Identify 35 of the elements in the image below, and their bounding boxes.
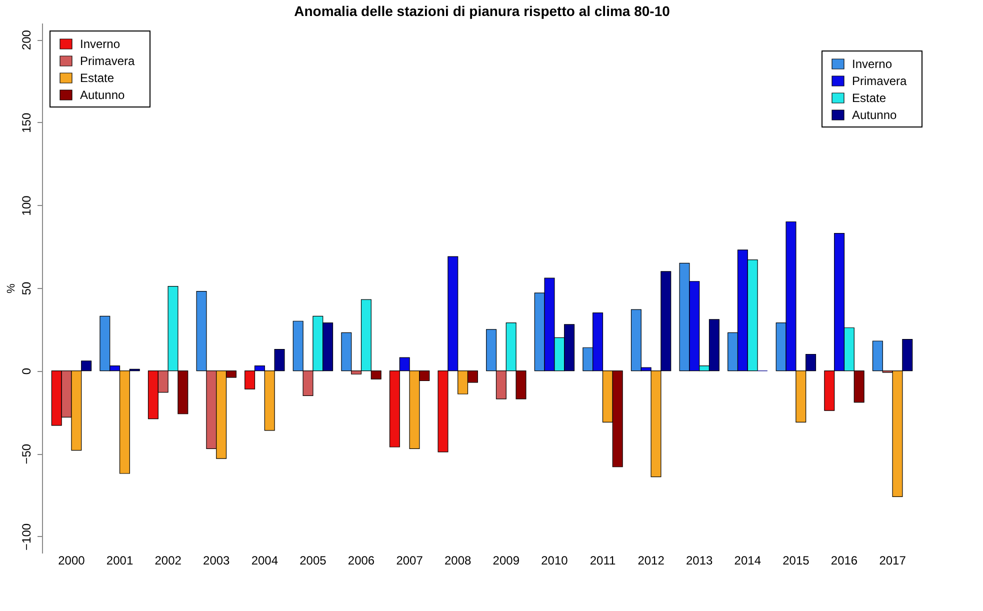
x-tick-label: 2004	[251, 554, 278, 568]
x-tick-label: 2005	[300, 554, 327, 568]
legend-label: Inverno	[80, 37, 120, 51]
y-tick-label: 0	[20, 368, 34, 375]
x-tick-label: 2003	[203, 554, 230, 568]
legend-label: Inverno	[852, 57, 892, 71]
y-tick-label: 50	[20, 282, 34, 296]
x-tick-label: 2010	[541, 554, 568, 568]
x-tick-label: 2012	[638, 554, 665, 568]
y-axis-title: %	[6, 283, 18, 294]
x-tick-label: 2013	[686, 554, 714, 568]
x-tick-label: 2011	[590, 554, 616, 568]
legend-label: Estate	[852, 91, 886, 105]
y-tick-label: 200	[20, 30, 34, 50]
legend-label: Autunno	[852, 108, 898, 122]
x-tick-label: 2014	[734, 554, 762, 568]
x-tick-label: 2006	[348, 554, 375, 568]
x-tick-label: 2017	[879, 554, 906, 568]
x-tick-label: 2001	[106, 554, 134, 568]
y-tick-label: −100	[20, 523, 34, 550]
y-tick-label: 100	[20, 195, 34, 216]
x-tick-label: 2002	[154, 554, 182, 568]
y-tick-label: −50	[20, 444, 34, 464]
legend-label: Primavera	[80, 54, 136, 68]
chart-title: Anomalia delle stazioni di pianura rispetto al clima 80-10	[294, 3, 670, 19]
y-tick-label: 150	[20, 112, 34, 133]
x-tick-label: 2007	[396, 554, 424, 568]
x-tick-label: 2015	[782, 554, 810, 568]
legend-label: Autunno	[80, 88, 126, 102]
legend-label: Primavera	[852, 74, 908, 88]
x-tick-label: 2008	[444, 554, 472, 568]
x-tick-label: 2009	[492, 554, 520, 568]
legend-label: Estate	[80, 71, 114, 85]
x-tick-label: 2016	[830, 554, 858, 568]
x-tick-label: 2000	[58, 554, 86, 568]
